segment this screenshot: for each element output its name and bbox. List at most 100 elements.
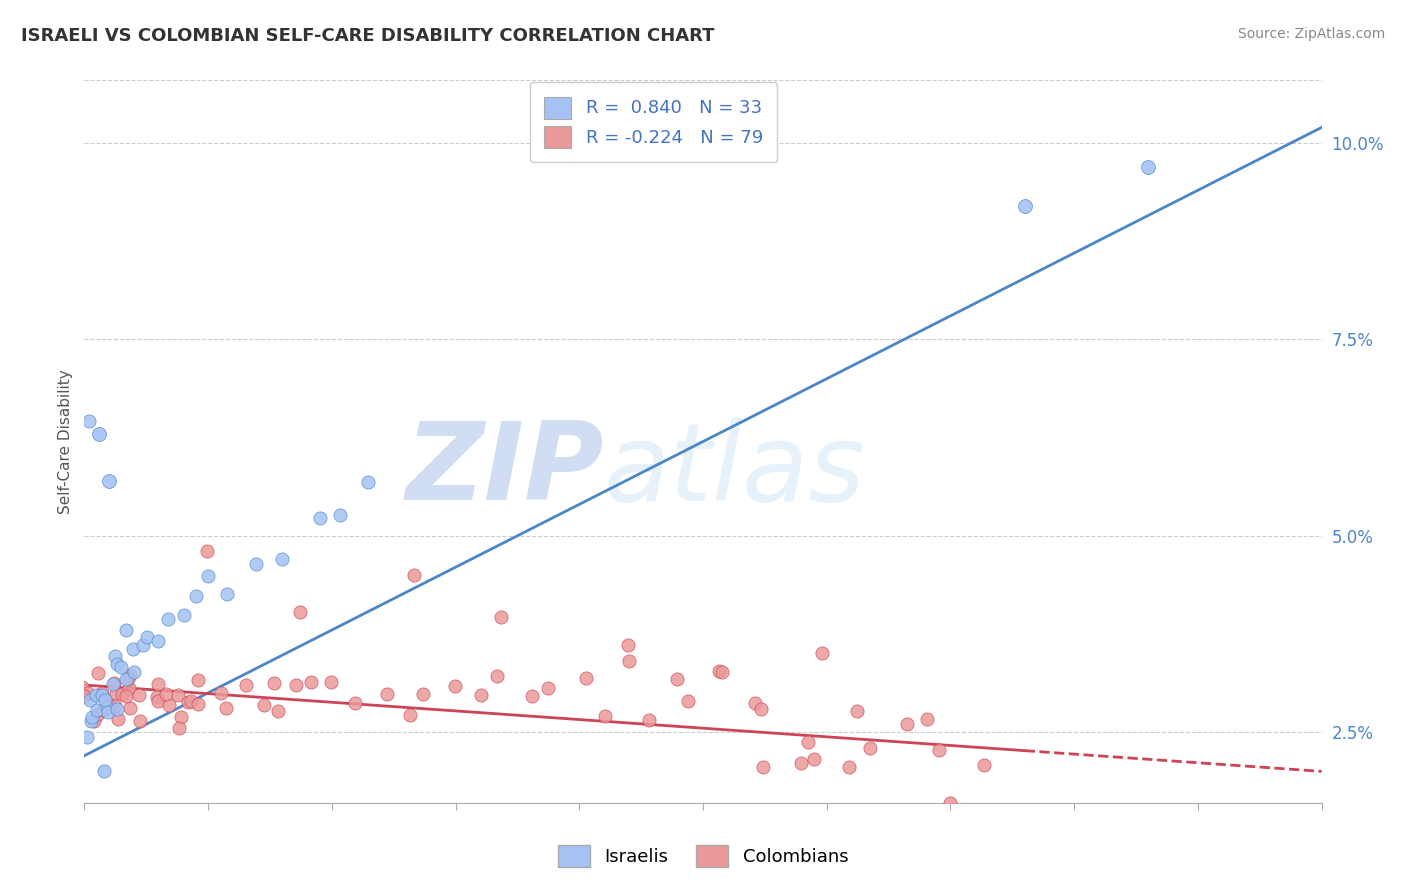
Point <box>83 714 105 728</box>
Point <box>87 706 110 721</box>
Point <box>896 717 918 731</box>
Point <box>811 647 834 661</box>
Point <box>94 692 117 706</box>
Point <box>928 743 950 757</box>
Point <box>1137 160 1160 174</box>
Point <box>859 741 882 756</box>
Point <box>73 689 96 703</box>
Point <box>167 688 190 702</box>
Point <box>122 665 145 680</box>
Text: ZIP: ZIP <box>406 417 605 524</box>
Text: atlas: atlas <box>605 418 866 523</box>
Point <box>93 702 115 716</box>
Point <box>93 764 115 779</box>
Point <box>215 700 238 714</box>
Point <box>79 414 101 428</box>
Point <box>105 657 128 671</box>
Point <box>121 642 143 657</box>
Point <box>595 708 617 723</box>
Point <box>245 557 267 571</box>
Point <box>148 677 170 691</box>
Point <box>184 589 207 603</box>
Point <box>111 687 134 701</box>
Point <box>344 696 367 710</box>
Point <box>96 699 118 714</box>
Point <box>80 714 103 729</box>
Point <box>666 673 689 687</box>
Point <box>710 665 733 679</box>
Point <box>170 710 193 724</box>
Point <box>520 690 543 704</box>
Point <box>751 702 773 716</box>
Point <box>915 712 938 726</box>
Point <box>489 610 512 624</box>
Point <box>187 697 209 711</box>
Point <box>846 705 869 719</box>
Point <box>110 660 132 674</box>
Point <box>157 698 180 712</box>
Point <box>176 695 198 709</box>
Point <box>973 758 995 772</box>
Point <box>146 633 169 648</box>
Point <box>575 672 598 686</box>
Point <box>209 686 232 700</box>
Point <box>537 681 560 695</box>
Point <box>470 688 492 702</box>
Point <box>87 666 110 681</box>
Point <box>271 551 294 566</box>
Point <box>399 707 422 722</box>
Point <box>118 681 141 695</box>
Point <box>98 474 121 488</box>
Point <box>444 679 467 693</box>
Point <box>676 694 699 708</box>
Point <box>790 756 813 770</box>
Point <box>129 714 152 728</box>
Point <box>329 508 352 523</box>
Point <box>404 568 426 582</box>
Point <box>267 704 290 718</box>
Point <box>98 698 121 713</box>
Point <box>105 702 128 716</box>
Point <box>146 690 169 704</box>
Point <box>253 698 276 713</box>
Point <box>128 688 150 702</box>
Point <box>486 669 509 683</box>
Point <box>235 678 257 692</box>
Point <box>619 654 641 668</box>
Point <box>744 696 766 710</box>
Point <box>118 701 141 715</box>
Point <box>797 735 820 749</box>
Point <box>263 676 285 690</box>
Point <box>107 712 129 726</box>
Text: Source: ZipAtlas.com: Source: ZipAtlas.com <box>1237 27 1385 41</box>
Point <box>308 511 330 525</box>
Point <box>89 426 111 441</box>
Legend: Israelis, Colombians: Israelis, Colombians <box>551 838 855 874</box>
Point <box>132 638 155 652</box>
Point <box>357 475 380 489</box>
Point <box>838 760 860 774</box>
Point <box>155 687 177 701</box>
Point <box>104 686 127 700</box>
Point <box>77 686 100 700</box>
Point <box>84 688 107 702</box>
Point <box>187 673 209 687</box>
Point <box>80 710 103 724</box>
Point <box>103 676 125 690</box>
Point <box>104 698 127 713</box>
Point <box>1014 199 1036 213</box>
Y-axis label: Self-Care Disability: Self-Care Disability <box>58 369 73 514</box>
Point <box>319 675 342 690</box>
Point <box>299 675 322 690</box>
Point <box>100 699 122 714</box>
Point <box>86 703 108 717</box>
Point <box>114 673 136 687</box>
Text: ISRAELI VS COLOMBIAN SELF-CARE DISABILITY CORRELATION CHART: ISRAELI VS COLOMBIAN SELF-CARE DISABILIT… <box>21 27 714 45</box>
Point <box>90 686 112 700</box>
Point <box>195 544 218 558</box>
Point <box>114 689 136 703</box>
Point <box>70 681 93 695</box>
Point <box>120 667 142 681</box>
Point <box>76 730 98 744</box>
Point <box>79 692 101 706</box>
